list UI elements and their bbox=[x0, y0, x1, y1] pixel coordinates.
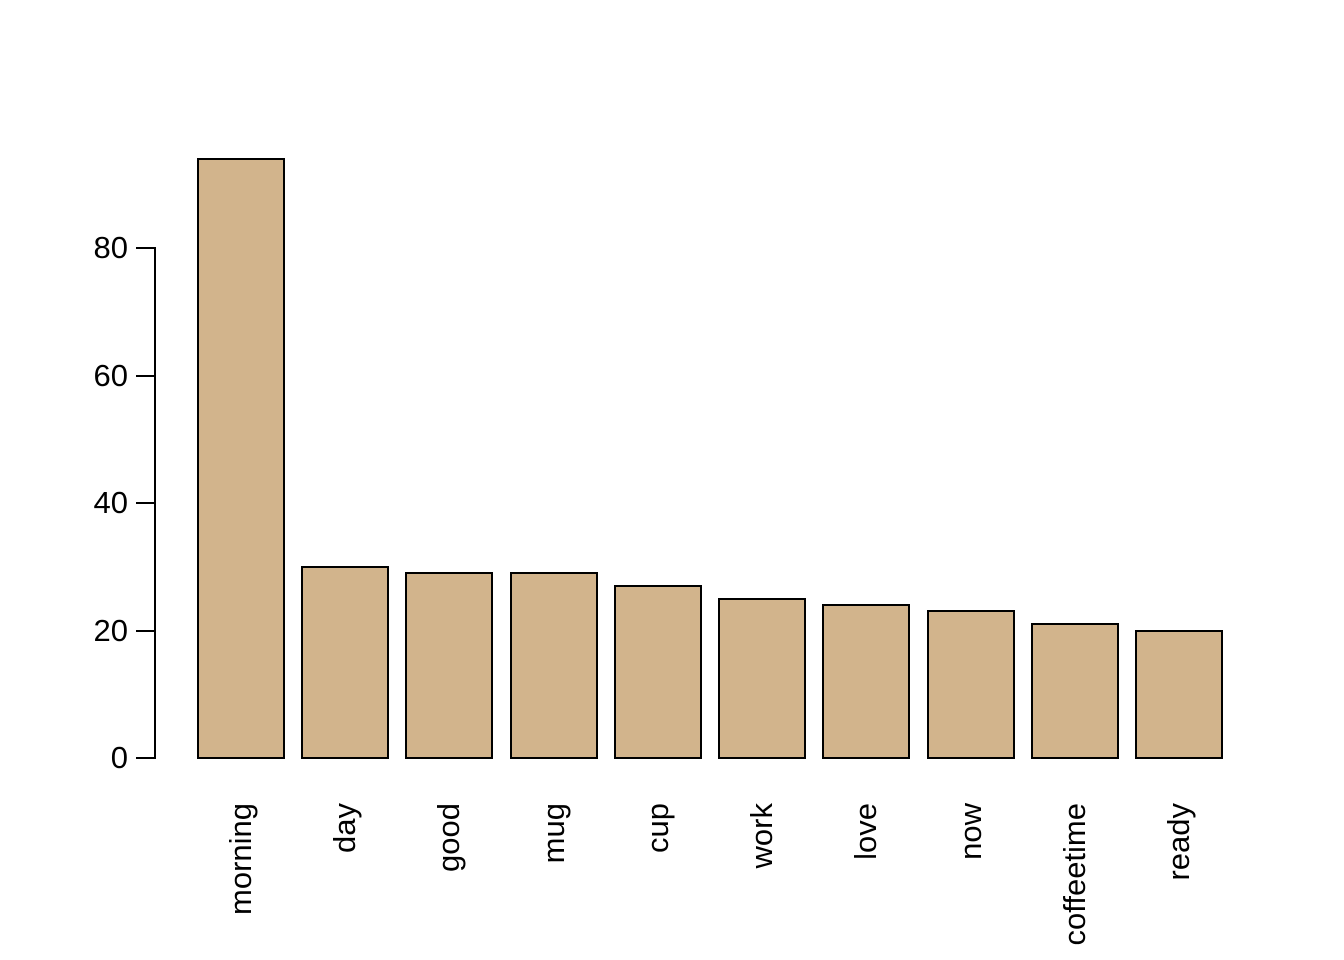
y-axis-tick-label: 60 bbox=[93, 357, 128, 393]
y-axis-tick bbox=[136, 247, 154, 249]
x-axis-label: ready bbox=[1160, 803, 1196, 881]
x-axis-label: good bbox=[431, 803, 467, 872]
x-axis-label: day bbox=[327, 803, 363, 853]
y-axis-tick bbox=[136, 629, 154, 632]
y-axis-tick bbox=[136, 757, 154, 759]
bar bbox=[509, 572, 598, 759]
bar bbox=[405, 572, 494, 759]
y-axis-tick-label: 20 bbox=[93, 612, 128, 648]
bar bbox=[197, 157, 285, 759]
bar bbox=[822, 604, 911, 759]
bar bbox=[1134, 629, 1223, 759]
y-axis-tick-label: 0 bbox=[110, 740, 128, 775]
y-axis-line bbox=[154, 247, 156, 759]
bar bbox=[613, 584, 702, 759]
x-axis-label: coffeetime bbox=[1056, 803, 1092, 946]
bar bbox=[718, 597, 807, 759]
x-axis-label: love bbox=[848, 803, 884, 860]
y-axis-tick bbox=[136, 502, 154, 504]
y-axis-tick-label: 80 bbox=[93, 230, 128, 265]
bar bbox=[926, 610, 1015, 759]
bar bbox=[1030, 623, 1119, 759]
y-axis-tick bbox=[136, 374, 154, 377]
x-axis-label: mug bbox=[535, 803, 571, 864]
x-axis-label: cup bbox=[639, 803, 675, 853]
x-axis-label: work bbox=[744, 803, 780, 869]
x-axis-label: now bbox=[952, 803, 988, 860]
y-axis-tick-label: 40 bbox=[93, 485, 128, 520]
bar bbox=[301, 565, 390, 759]
x-axis-label: morning bbox=[223, 803, 258, 915]
